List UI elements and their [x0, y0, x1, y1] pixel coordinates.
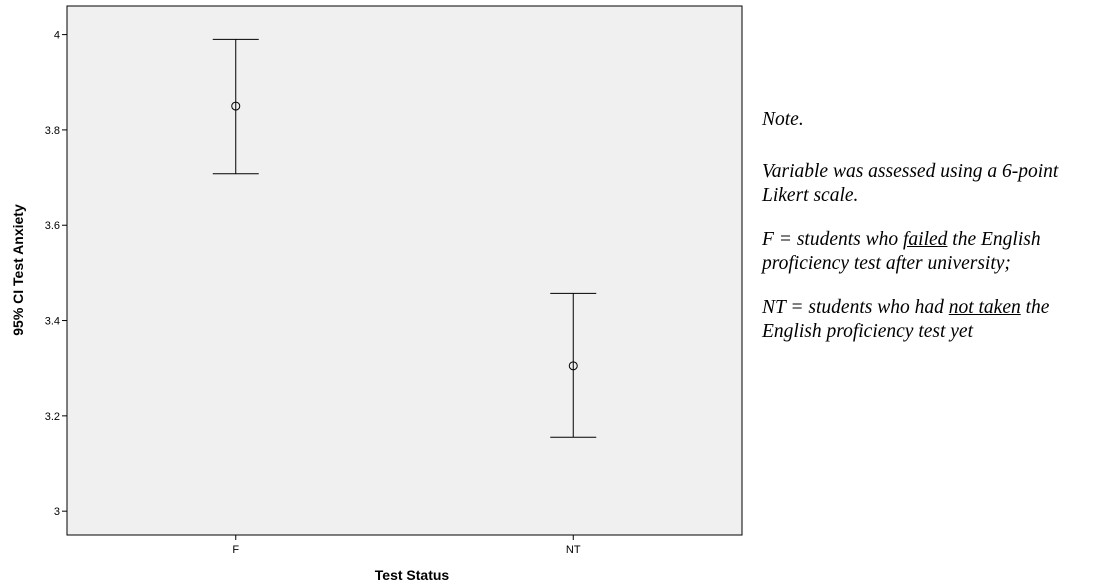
note-f-prefix: F = students who [762, 229, 903, 250]
note-f-definition: F = students who failed the English prof… [762, 228, 1097, 276]
note-nt-definition: NT = students who had not taken the Engl… [762, 296, 1097, 344]
y-axis-title: 95% CI Test Anxiety [10, 204, 26, 336]
x-axis-title: Test Status [375, 567, 450, 583]
y-tick-label: 3.2 [45, 411, 60, 423]
note-heading: Note. [762, 109, 804, 130]
note-nt-emphasis: not taken [948, 297, 1021, 318]
mean-point [231, 101, 241, 111]
y-tick-label: 3.8 [45, 125, 60, 137]
x-tick-label: NT [566, 544, 581, 556]
note-nt-prefix: NT = students who had [762, 297, 949, 318]
y-tick-label: 4 [54, 30, 60, 42]
note-f-suffix: the English proficiency test after unive… [762, 229, 1041, 274]
mean-point [568, 361, 578, 371]
y-axis: 3 3.2 3.4 3.6 3.8 4 [45, 30, 67, 518]
x-tick-label: F [232, 544, 239, 556]
error-bar-chart: 3 3.2 3.4 3.6 3.8 4 F NT Test Status 95% CI Te… [10, 5, 743, 583]
x-axis: F NT [232, 535, 581, 556]
y-tick-label: 3 [54, 506, 60, 518]
note-nt-suffix: the English proficiency test yet [762, 297, 1050, 342]
plot-area [66, 5, 743, 536]
y-tick-label: 3.6 [45, 220, 60, 232]
note-f-emphasis: failed [903, 229, 948, 250]
error-bars [212, 38, 597, 438]
y-tick-label: 3.4 [45, 316, 60, 328]
note-panel: Note. Variable was assessed using a 6-po… [762, 108, 1097, 364]
note-scale: Variable was assessed using a 6-point Li… [762, 161, 1059, 206]
